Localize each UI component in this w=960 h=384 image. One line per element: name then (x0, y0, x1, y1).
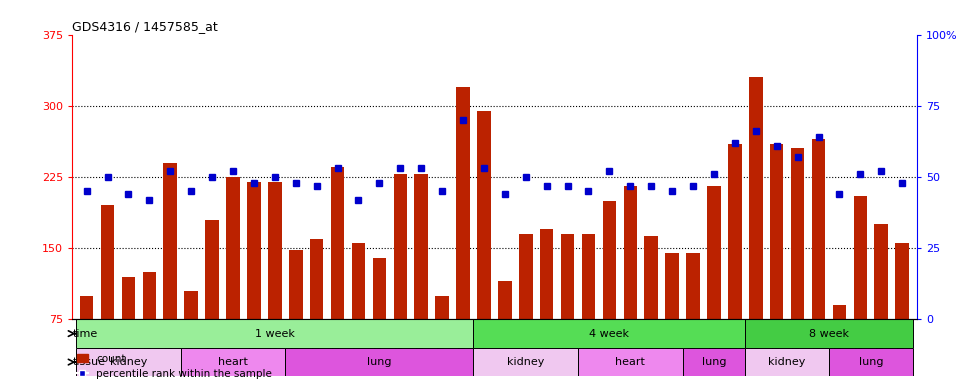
Bar (456, 87, 469, 319)
Bar (853, 196, 867, 319)
Bar (498, 281, 512, 319)
Bar (122, 276, 135, 319)
Bar (812, 139, 826, 319)
Bar (76, 319, 473, 348)
Bar (603, 201, 616, 319)
Bar (896, 243, 909, 319)
Bar (76, 348, 180, 376)
Bar (310, 239, 324, 319)
Text: 4 week: 4 week (589, 329, 630, 339)
Bar (180, 348, 285, 376)
Bar (351, 243, 365, 319)
Bar (205, 220, 219, 319)
Bar (101, 205, 114, 319)
Bar (875, 224, 888, 319)
Bar (394, 174, 407, 319)
Legend: count, percentile rank within the sample: count, percentile rank within the sample (77, 354, 272, 379)
Bar (372, 258, 386, 319)
Bar (540, 229, 554, 319)
Bar (184, 291, 198, 319)
Bar (745, 348, 829, 376)
Bar (708, 187, 721, 319)
Bar (749, 77, 762, 319)
Bar (561, 234, 574, 319)
Bar (519, 234, 533, 319)
Text: lung: lung (367, 357, 392, 367)
Bar (686, 253, 700, 319)
Bar (143, 272, 156, 319)
Bar (578, 348, 683, 376)
Text: 1 week: 1 week (255, 329, 295, 339)
Text: tissue: tissue (72, 357, 106, 367)
Text: heart: heart (615, 357, 645, 367)
Bar (477, 111, 491, 319)
Text: kidney: kidney (507, 357, 544, 367)
Bar (247, 182, 261, 319)
Text: lung: lung (858, 357, 883, 367)
Text: 8 week: 8 week (809, 329, 849, 339)
Bar (435, 296, 449, 319)
Text: lung: lung (702, 357, 726, 367)
Bar (624, 187, 637, 319)
Bar (415, 174, 428, 319)
Bar (473, 319, 745, 348)
Bar (582, 234, 595, 319)
Bar (745, 319, 913, 348)
Bar (683, 348, 745, 376)
Bar (289, 250, 302, 319)
Bar (331, 167, 345, 319)
Text: GDS4316 / 1457585_at: GDS4316 / 1457585_at (72, 20, 218, 33)
Bar (80, 296, 93, 319)
Text: heart: heart (218, 357, 248, 367)
Bar (163, 163, 177, 319)
Bar (791, 149, 804, 319)
Bar (728, 144, 742, 319)
Text: kidney: kidney (109, 357, 147, 367)
Text: kidney: kidney (768, 357, 805, 367)
Bar (829, 348, 913, 376)
Bar (832, 305, 846, 319)
Bar (285, 348, 473, 376)
Bar (268, 182, 281, 319)
Bar (665, 253, 679, 319)
Bar (227, 177, 240, 319)
Bar (473, 348, 578, 376)
Text: time: time (72, 329, 98, 339)
Bar (644, 236, 658, 319)
Bar (770, 144, 783, 319)
